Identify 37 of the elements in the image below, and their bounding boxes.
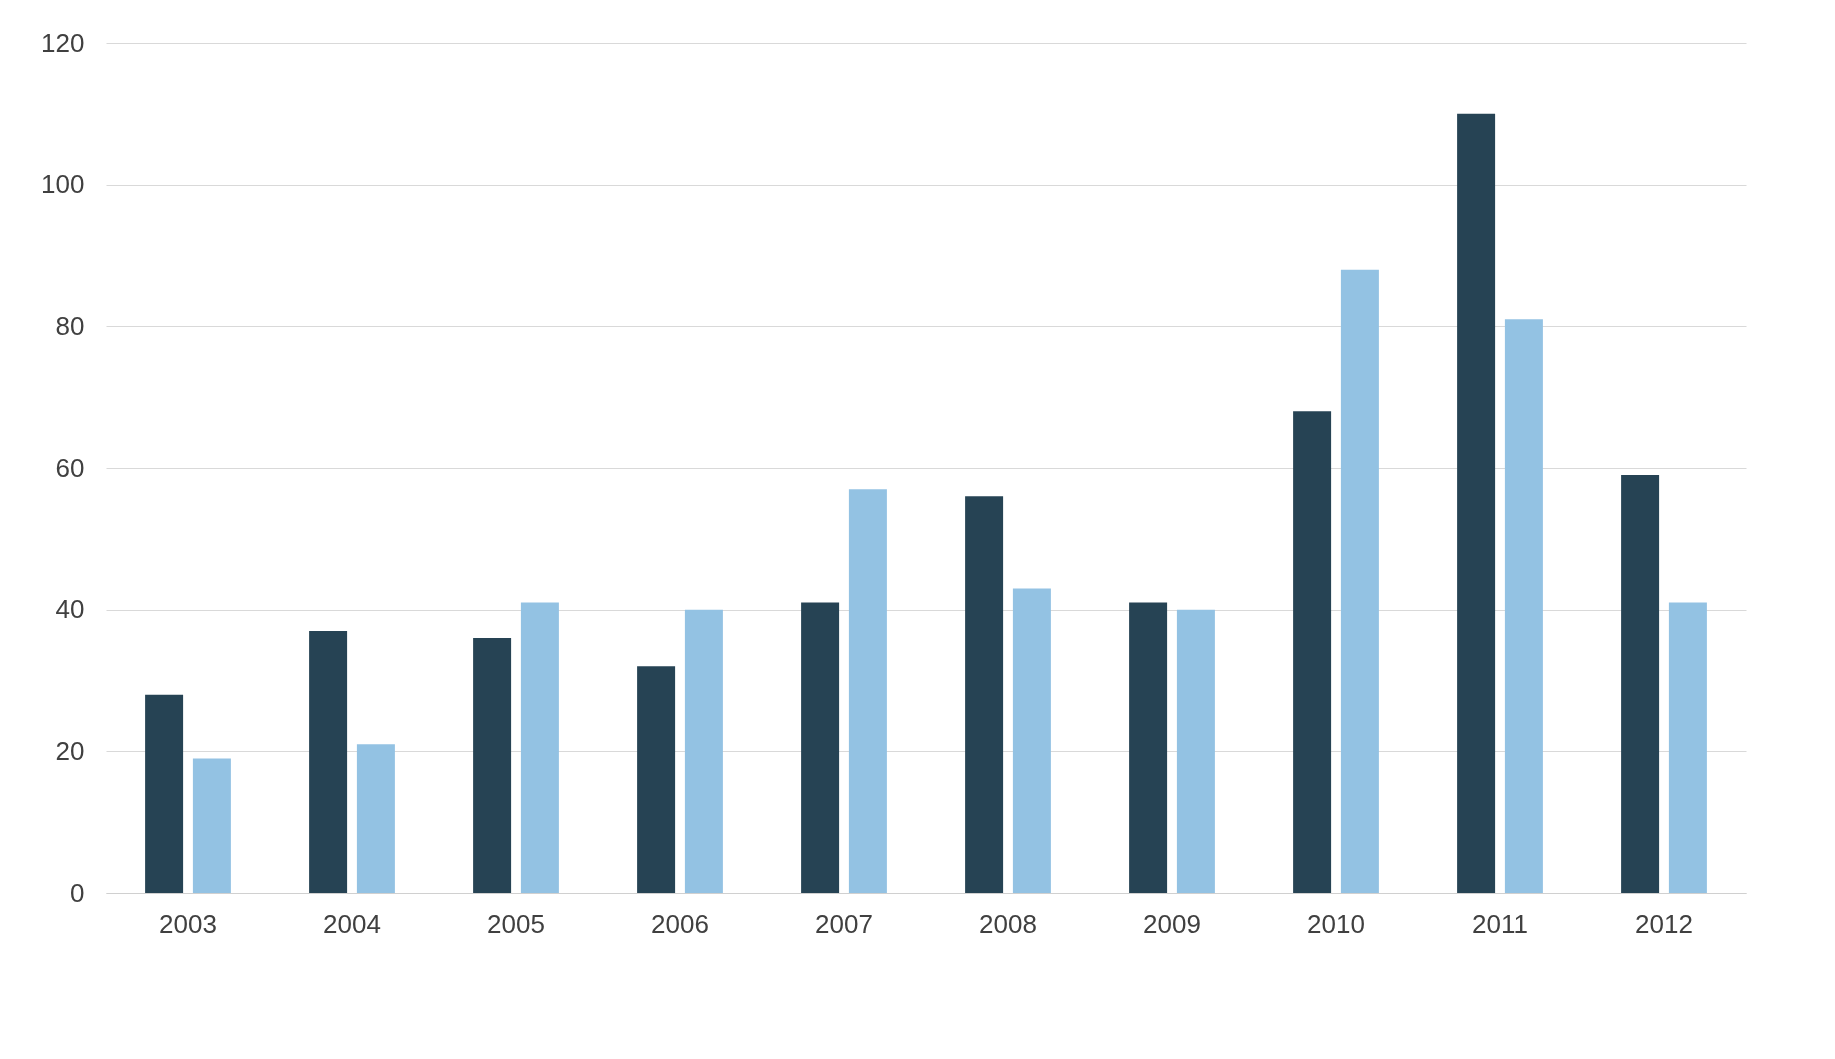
- y-tick-label: 80: [55, 310, 85, 341]
- y-tick-label: 20: [55, 735, 85, 766]
- bar: [1293, 411, 1332, 893]
- y-tick-label: 120: [41, 27, 85, 58]
- y-tick-label: 100: [41, 169, 85, 200]
- x-tick-label: 2009: [1143, 908, 1201, 939]
- bar: [1621, 475, 1660, 893]
- y-tick-label: 0: [70, 877, 85, 908]
- bar: [848, 489, 887, 893]
- x-tick-label: 2003: [159, 908, 217, 939]
- bar: [309, 630, 348, 893]
- x-tick-label: 2008: [979, 908, 1037, 939]
- bar: [1504, 319, 1543, 893]
- bar: [1668, 602, 1707, 893]
- bar: [473, 638, 512, 893]
- x-tick-label: 2010: [1307, 908, 1365, 939]
- x-tick-label: 2012: [1635, 908, 1693, 939]
- bar: [1012, 588, 1051, 893]
- bar: [684, 609, 723, 893]
- x-tick-label: 2011: [1472, 908, 1528, 939]
- bar: [965, 496, 1004, 893]
- bar: [145, 694, 184, 893]
- y-tick-label: 40: [55, 594, 85, 625]
- bar: [192, 758, 231, 893]
- x-tick-label: 2007: [815, 908, 873, 939]
- bar: [520, 602, 559, 893]
- bar: [1176, 609, 1215, 893]
- x-tick-label: 2005: [487, 908, 545, 939]
- bar: [801, 602, 840, 893]
- bar: [1457, 113, 1496, 893]
- y-tick-label: 60: [55, 452, 85, 483]
- bar: [1129, 602, 1168, 893]
- bar: [356, 744, 395, 893]
- x-tick-label: 2006: [651, 908, 709, 939]
- x-tick-label: 2004: [323, 908, 381, 939]
- bar: [1340, 269, 1379, 893]
- bar: [637, 666, 676, 893]
